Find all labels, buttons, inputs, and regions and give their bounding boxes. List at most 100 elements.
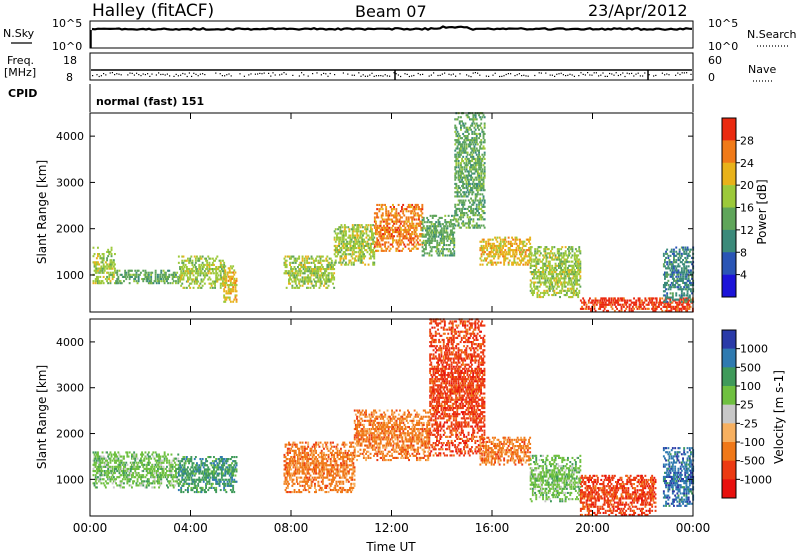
echo-cell bbox=[593, 307, 596, 310]
echo-cell bbox=[558, 264, 560, 267]
echo-cell bbox=[545, 269, 548, 272]
echo-cell bbox=[354, 259, 356, 262]
echo-cell bbox=[215, 280, 218, 283]
nsky-panel bbox=[89, 20, 694, 49]
echo-cell bbox=[120, 455, 123, 458]
echo-cell bbox=[229, 279, 232, 282]
echo-cell bbox=[135, 280, 138, 283]
echo-cell bbox=[466, 130, 469, 133]
echo-cell bbox=[683, 263, 686, 266]
echo-cell bbox=[119, 484, 122, 487]
echo-cell bbox=[180, 276, 183, 279]
echo-cell bbox=[362, 234, 364, 237]
echo-cell bbox=[411, 224, 414, 227]
echo-cell bbox=[449, 239, 452, 242]
echo-cell bbox=[511, 263, 513, 266]
echo-cell bbox=[442, 250, 444, 253]
echo-cell bbox=[409, 233, 411, 236]
echo-cell bbox=[479, 226, 482, 229]
echo-cell bbox=[352, 230, 355, 233]
echo-cell bbox=[675, 281, 678, 284]
echo-cell bbox=[691, 263, 693, 266]
echo-cell bbox=[471, 137, 474, 140]
echo-cell bbox=[194, 266, 197, 269]
echo-cell bbox=[460, 216, 462, 219]
echo-cell bbox=[449, 221, 452, 224]
echo-cell bbox=[150, 474, 153, 477]
echo-cell bbox=[325, 274, 328, 277]
echo-cell bbox=[430, 237, 433, 240]
echo-cell bbox=[680, 279, 683, 282]
echo-cell bbox=[662, 252, 665, 255]
echo-cell bbox=[613, 297, 616, 300]
colorbar-tick-label: 4 bbox=[740, 269, 747, 282]
echo-cell bbox=[324, 282, 327, 285]
echo-cell bbox=[561, 264, 564, 267]
nave-dot bbox=[527, 75, 529, 77]
echo-cell bbox=[342, 251, 345, 254]
echo-cell bbox=[421, 212, 424, 215]
echo-cell bbox=[508, 247, 511, 250]
echo-cell bbox=[218, 259, 221, 262]
echo-cell bbox=[457, 199, 460, 202]
echo-cell bbox=[529, 289, 532, 292]
echo-cell bbox=[462, 201, 465, 204]
echo-cell bbox=[454, 174, 457, 177]
echo-cell bbox=[478, 166, 480, 169]
echo-cell bbox=[134, 459, 137, 462]
nave-dot bbox=[494, 72, 496, 74]
echo-cell bbox=[217, 268, 220, 271]
echo-cell bbox=[420, 222, 423, 225]
nave-dot bbox=[175, 73, 177, 75]
echo-cell bbox=[293, 257, 296, 260]
echo-cell bbox=[383, 218, 385, 221]
echo-cell bbox=[318, 276, 321, 279]
echo-cell bbox=[498, 255, 501, 258]
echo-cell bbox=[177, 255, 180, 258]
echo-cell bbox=[445, 227, 448, 230]
echo-cell bbox=[135, 273, 138, 276]
echo-cell bbox=[104, 261, 107, 264]
echo-cell bbox=[312, 270, 315, 273]
echo-cell bbox=[470, 205, 472, 208]
echo-cell bbox=[671, 294, 674, 297]
echo-cell bbox=[381, 235, 384, 238]
echo-cell bbox=[103, 463, 106, 466]
echo-cell bbox=[519, 240, 521, 243]
echo-cell bbox=[389, 235, 392, 238]
echo-cell bbox=[678, 259, 681, 262]
echo-cell bbox=[110, 259, 113, 262]
echo-cell bbox=[194, 280, 197, 283]
echo-cell bbox=[434, 246, 436, 249]
echo-cell bbox=[368, 236, 371, 239]
echo-cell bbox=[534, 258, 537, 261]
echo-cell bbox=[384, 203, 386, 206]
echo-cell bbox=[480, 174, 483, 177]
echo-cell bbox=[536, 252, 539, 255]
echo-cell bbox=[318, 255, 321, 258]
echo-cell bbox=[462, 205, 465, 208]
echo-cell bbox=[427, 237, 430, 240]
echo-cell bbox=[551, 277, 554, 280]
echo-cell bbox=[471, 210, 474, 213]
echo-cell bbox=[343, 224, 346, 227]
echo-cell bbox=[437, 223, 440, 226]
echo-cell bbox=[559, 262, 561, 265]
echo-cell bbox=[194, 257, 197, 260]
echo-cell bbox=[666, 292, 669, 295]
echo-cell bbox=[152, 480, 155, 483]
echo-cell bbox=[330, 272, 333, 275]
echo-cell bbox=[676, 309, 678, 312]
echo-cell bbox=[475, 195, 478, 198]
echo-cell bbox=[542, 296, 544, 299]
echo-cell bbox=[181, 278, 184, 281]
echo-cell bbox=[311, 272, 314, 275]
echo-cell bbox=[638, 297, 641, 300]
echo-cell bbox=[671, 269, 674, 272]
echo-cell bbox=[677, 259, 680, 262]
echo-cell bbox=[466, 128, 469, 131]
echo-cell bbox=[373, 226, 376, 229]
echo-cell bbox=[537, 275, 540, 278]
echo-cell bbox=[673, 279, 675, 282]
